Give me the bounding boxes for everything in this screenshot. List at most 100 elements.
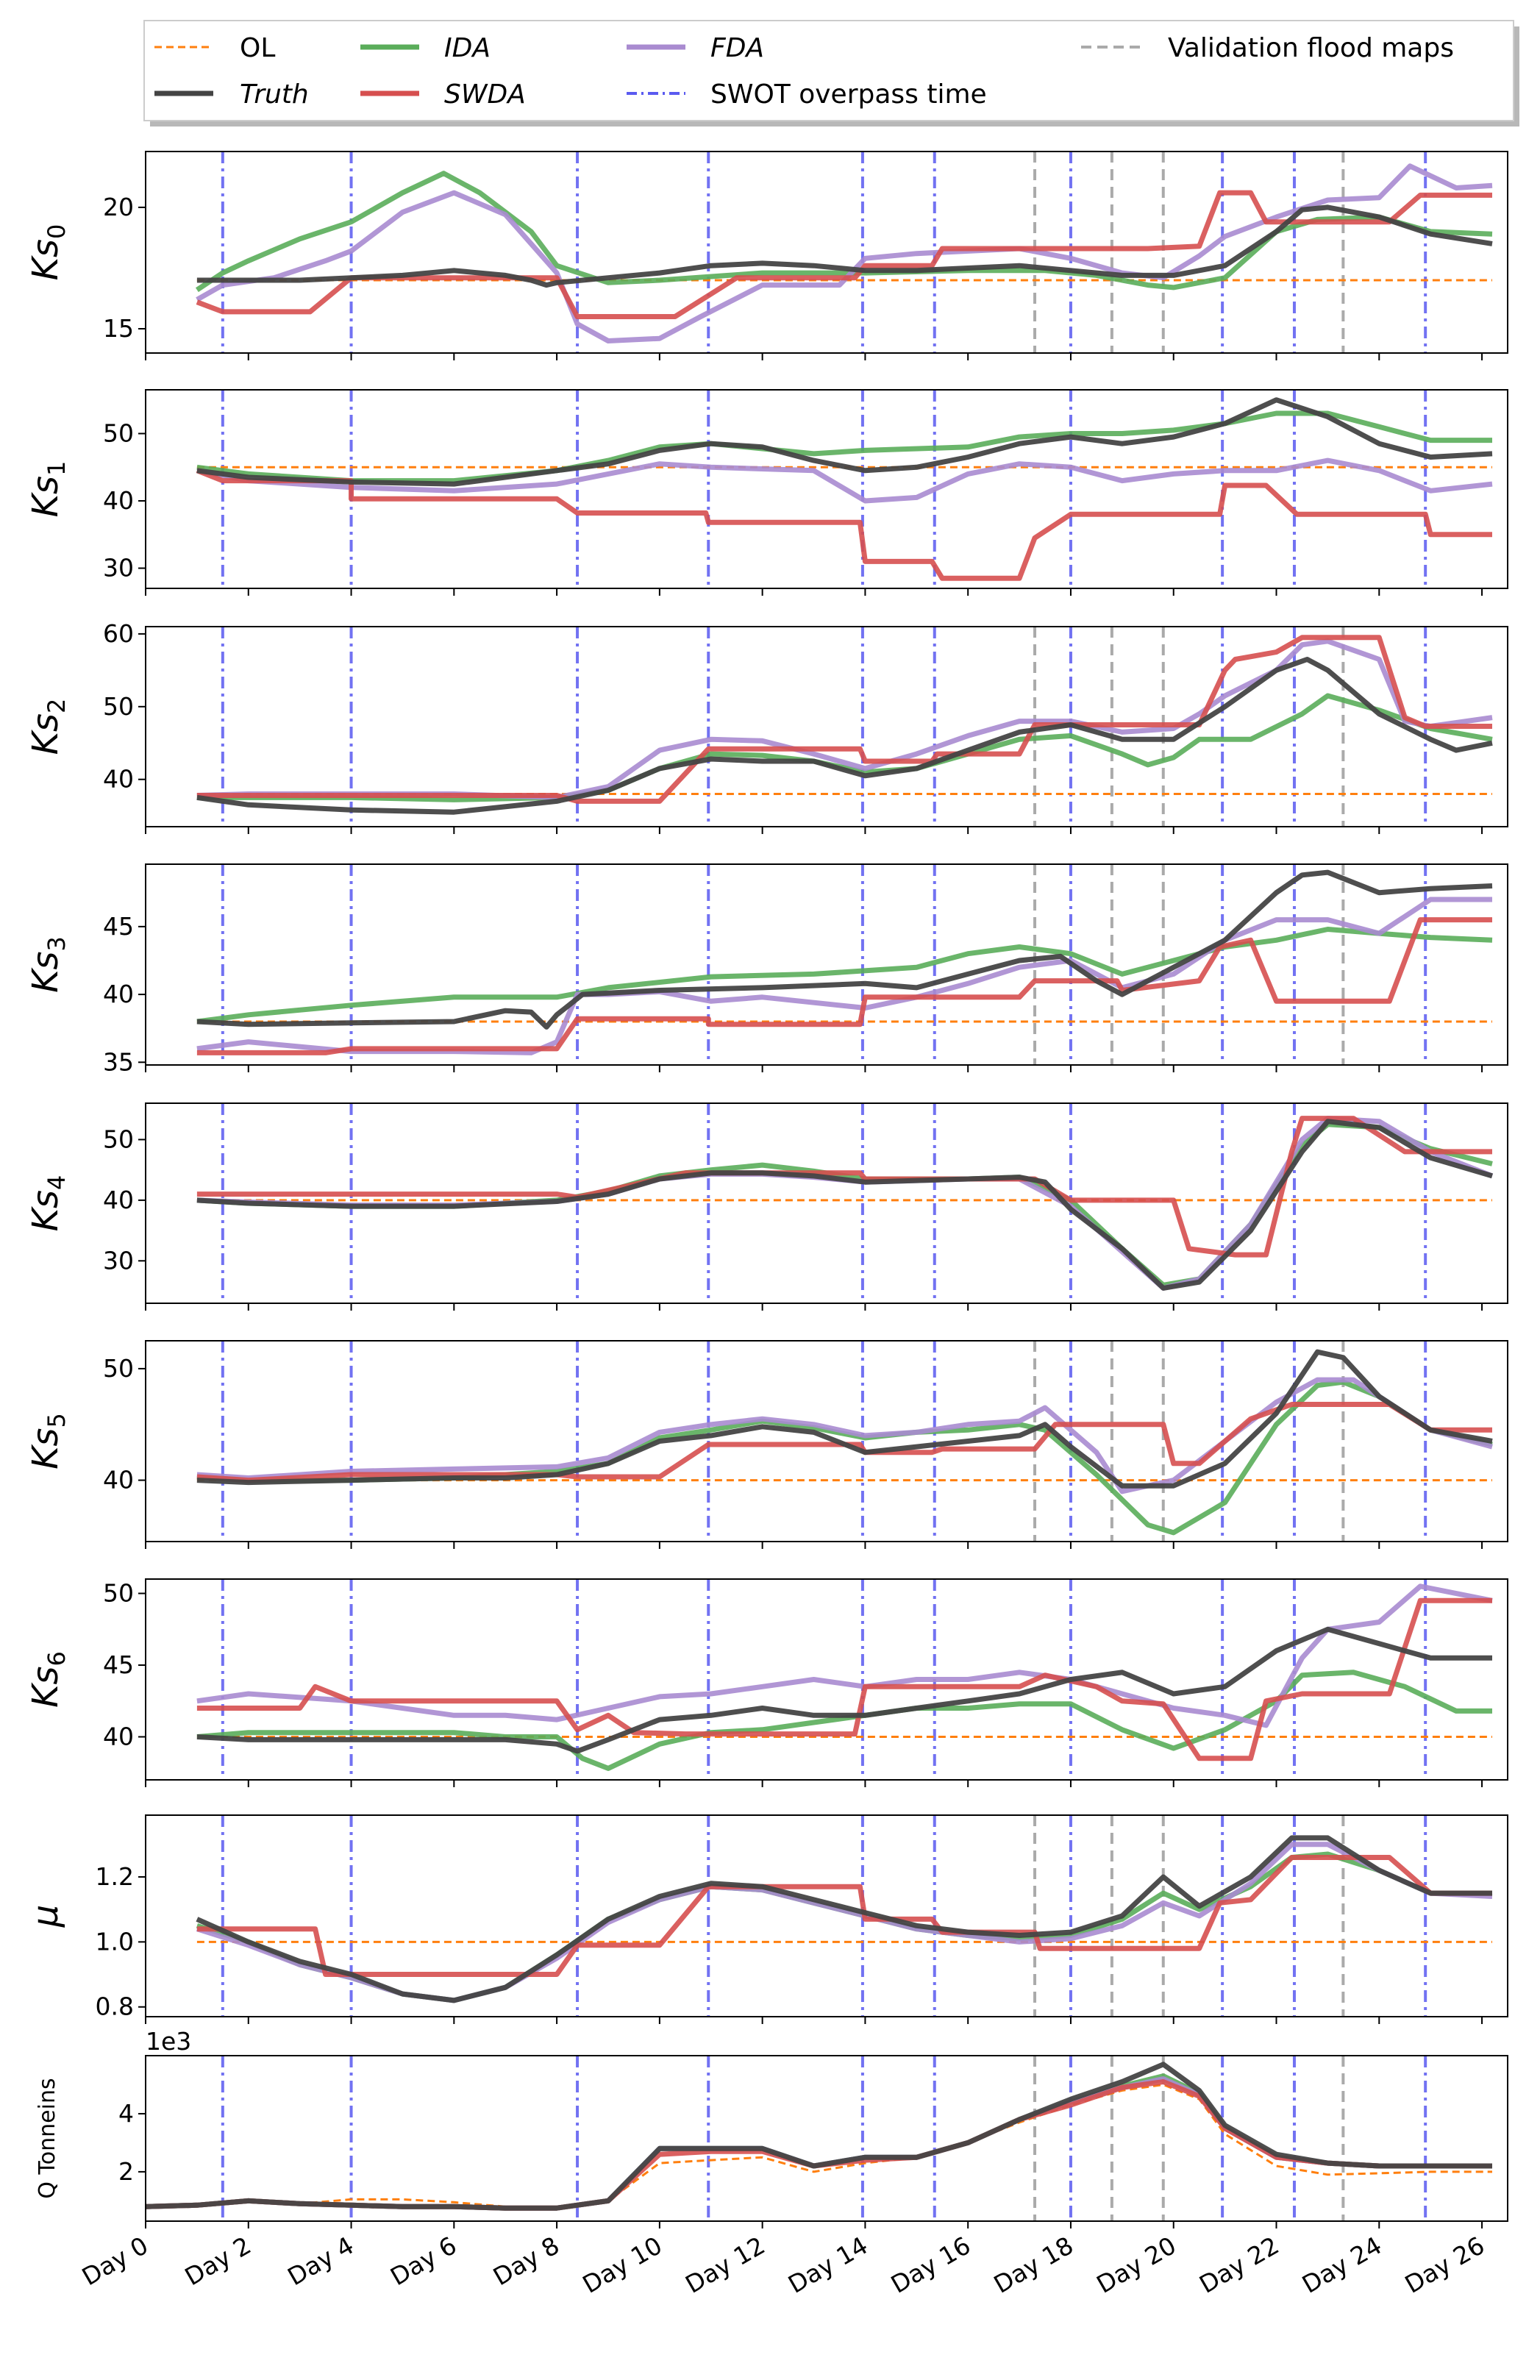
y-axis-label-subscript: 5 <box>43 1413 71 1428</box>
panel-1: 30 40 50 Ks1 <box>25 389 1508 596</box>
panel-5: 40 50 Ks5 <box>25 1340 1508 1549</box>
y-axis-label-base: Ks <box>25 476 66 517</box>
series-ida <box>196 410 1492 484</box>
series-swda <box>146 2079 1492 2211</box>
y-axis-label: Ks5 <box>25 1413 71 1469</box>
y-tick-label: 40 <box>103 486 134 515</box>
panel-frame <box>145 626 1508 827</box>
y-axis-label-subscript: 6 <box>43 1651 71 1666</box>
y-tick-label: 50 <box>103 1579 134 1608</box>
series-group <box>196 1835 1493 2003</box>
panel-frame <box>145 1814 1508 2017</box>
series-group <box>195 163 1493 343</box>
series-group <box>196 869 1493 1055</box>
x-tick-label: Day 14 <box>783 2231 872 2299</box>
legend-label-validation: Validation flood maps <box>1168 33 1454 63</box>
series-fda <box>196 1583 1493 1728</box>
y-axis-label: μ <box>25 1905 66 1928</box>
series-group <box>196 397 1493 581</box>
panel-frame <box>145 1340 1508 1542</box>
series-ida <box>196 1851 1492 2003</box>
y-tick-label: 50 <box>103 1354 134 1383</box>
y-tick-label: 40 <box>103 765 134 794</box>
series-swda <box>196 1597 1492 1761</box>
legend-item-ida: IDA <box>360 33 491 63</box>
panel-4: 30 40 50 Ks4 <box>25 1102 1508 1311</box>
series-truth <box>196 1349 1493 1489</box>
x-axis: Day 0 Day 2 Day 4 Day 6 Day 8 Day 10 Day 12 Day… <box>77 2231 1489 2299</box>
series-group <box>196 1349 1493 1536</box>
panel-2: 40 50 60 Ks2 <box>25 619 1508 834</box>
legend-item-truth: Truth <box>154 79 309 110</box>
y-tick-label: 60 <box>103 619 134 648</box>
y-tick-label: 40 <box>103 980 134 1008</box>
series-truth <box>196 204 1493 288</box>
series-fda <box>196 457 1493 504</box>
series-swda <box>196 917 1492 1055</box>
y-axis-label: Ks0 <box>25 224 71 281</box>
series-group <box>196 635 1493 815</box>
y-tick-label: 50 <box>103 1125 134 1153</box>
panel-7: 0.8 1.0 1.2 μ <box>25 1814 1508 2024</box>
y-axis-label: Ks1 <box>25 461 71 518</box>
panel-frame <box>145 1578 1508 1781</box>
y-axis-label-subscript: 0 <box>43 224 71 239</box>
y-tick-label: 0.8 <box>96 1992 134 2021</box>
series-truth <box>196 397 1493 487</box>
legend: OL Truth IDA SWDA FDA SWOT overpass time… <box>143 20 1519 127</box>
x-tick-label: Day 4 <box>282 2231 358 2291</box>
series-fda <box>196 638 1493 800</box>
panel-frame <box>145 1102 1508 1304</box>
legend-box <box>143 20 1514 121</box>
legend-label-swot: SWOT overpass time <box>710 79 987 110</box>
series-ol <box>146 2084 1492 2209</box>
y-axis-label-base: Ks <box>25 239 66 280</box>
x-tick-label: Day 0 <box>77 2231 153 2291</box>
y-axis-label-base: μ <box>25 1905 66 1928</box>
panel-frame <box>145 151 1508 354</box>
x-tick-label: Day 26 <box>1400 2231 1489 2299</box>
x-tick-label: Day 12 <box>680 2231 769 2299</box>
series-fda <box>146 2076 1492 2211</box>
legend-label-swda: SWDA <box>444 79 526 110</box>
legend-label-ida: IDA <box>444 33 491 63</box>
x-tick-label: Day 18 <box>989 2231 1078 2299</box>
y-tick-label: 20 <box>103 193 134 221</box>
x-tick-label: Day 22 <box>1194 2231 1283 2299</box>
series-swda <box>196 468 1492 581</box>
series-truth <box>146 2062 1492 2211</box>
series-swda <box>196 1116 1492 1258</box>
series-fda <box>196 1377 1493 1494</box>
y-axis-label: Ks6 <box>25 1651 71 1708</box>
series-truth <box>196 1626 1492 1754</box>
y-offset-label: 1e3 <box>146 2027 191 2056</box>
y-axis-label-base: Ks <box>25 1666 66 1707</box>
series-ida <box>196 1670 1492 1771</box>
x-tick-label: Day 20 <box>1091 2231 1180 2299</box>
panel-8: 2 4 Q Tonneins 1e3 <box>35 2027 1508 2228</box>
series-group <box>146 2062 1492 2211</box>
y-tick-label: 40 <box>103 1466 134 1494</box>
y-axis-label-base: Ks <box>25 1190 66 1231</box>
y-axis-label-base: Ks <box>25 951 66 992</box>
series-truth <box>196 869 1493 1030</box>
x-tick-label: Day 24 <box>1297 2231 1386 2299</box>
panel-6: 40 45 50 Ks6 <box>25 1578 1508 1787</box>
series-truth <box>196 657 1493 815</box>
y-axis-label-subscript: 4 <box>43 1175 71 1190</box>
y-tick-label: 15 <box>103 314 134 343</box>
y-axis-label-subscript: 3 <box>43 936 71 951</box>
series-ida <box>196 927 1493 1025</box>
panel-frame <box>145 2055 1508 2222</box>
y-tick-label: 45 <box>103 1650 134 1679</box>
legend-item-ol: OL <box>154 33 275 63</box>
series-fda <box>196 163 1493 343</box>
series-group <box>196 1583 1493 1771</box>
series-swda <box>196 1855 1492 1977</box>
y-tick-label: 30 <box>103 554 134 582</box>
series-fda <box>196 1116 1494 1291</box>
series-truth <box>196 1119 1493 1291</box>
y-tick-label: 35 <box>103 1047 134 1076</box>
y-tick-label: 40 <box>103 1186 134 1214</box>
